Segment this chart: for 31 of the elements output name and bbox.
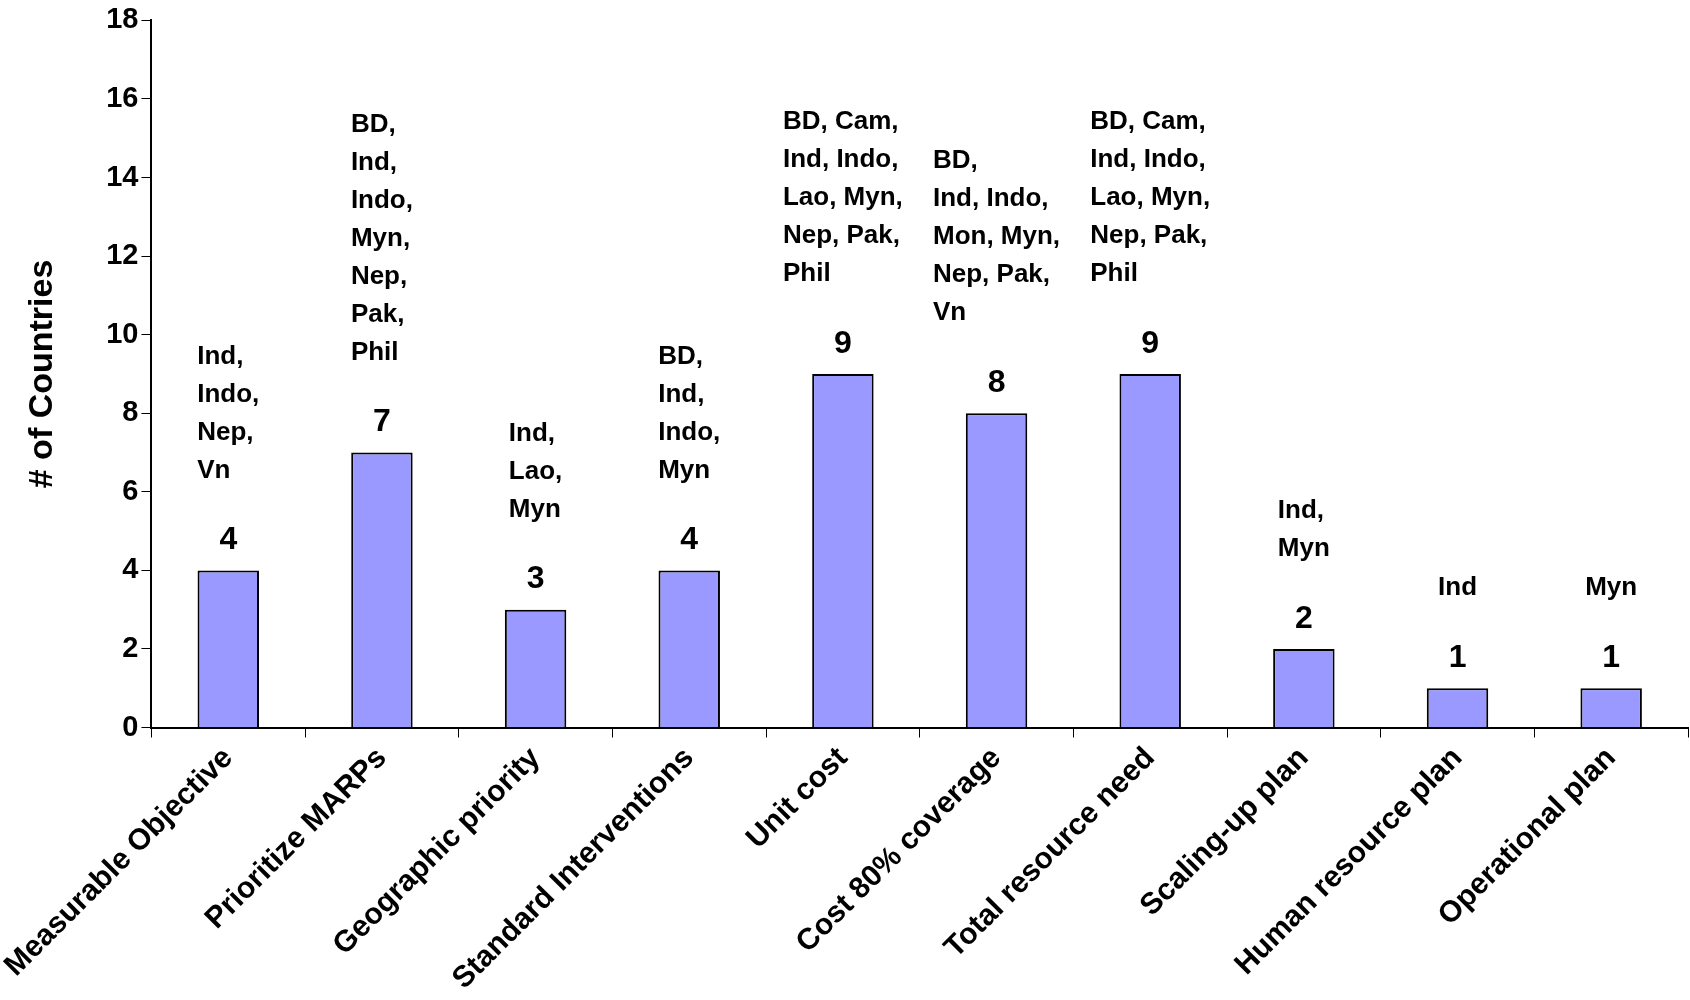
data-label: 7 xyxy=(373,402,391,439)
y-tick-label: 10 xyxy=(106,316,139,349)
annotation: Myn xyxy=(1585,571,1638,602)
data-label: 9 xyxy=(1141,323,1160,360)
y-tick-label: 4 xyxy=(122,552,139,585)
annotation: BD, Ind, Indo, Mon, Myn, Nep, Pak, Vn xyxy=(933,144,1061,327)
y-tick-label: 16 xyxy=(106,80,139,113)
data-label: 2 xyxy=(1294,598,1313,635)
annotation: Ind, Lao, Myn xyxy=(508,416,563,523)
annotation: BD, Cam, Ind, Indo, Lao, Myn, Nep, Pak, Phil xyxy=(1090,105,1211,288)
annotation: BD, Cam, Ind, Indo, Lao, Myn, Nep, Pak, Phil xyxy=(782,105,903,288)
data-label: 4 xyxy=(680,520,699,557)
data-label: 3 xyxy=(526,559,545,596)
y-axis-title: # of Countries xyxy=(21,259,60,489)
data-label: 4 xyxy=(219,520,238,557)
y-tick-label: 14 xyxy=(106,159,139,192)
data-label: 9 xyxy=(834,323,852,360)
y-tick-label: 2 xyxy=(122,630,139,663)
y-tick-label: 8 xyxy=(122,395,139,428)
y-tick-label: 18 xyxy=(106,2,139,35)
annotation: Ind, Indo, Nep, Vn xyxy=(197,339,260,484)
annotation: Ind, Myn xyxy=(1277,494,1330,563)
data-label: 1 xyxy=(1602,638,1621,675)
annotation: BD, Ind, Indo, Myn xyxy=(658,339,721,484)
y-tick-label: 0 xyxy=(122,709,139,742)
data-label: 1 xyxy=(1448,638,1467,675)
annotation: BD, Ind, Indo, Myn, Nep, Pak, Phil xyxy=(350,107,413,366)
y-tick-label: 12 xyxy=(106,238,139,271)
annotation: Ind xyxy=(1438,571,1478,602)
data-label: 8 xyxy=(987,363,1006,400)
y-tick-label: 6 xyxy=(122,473,139,506)
